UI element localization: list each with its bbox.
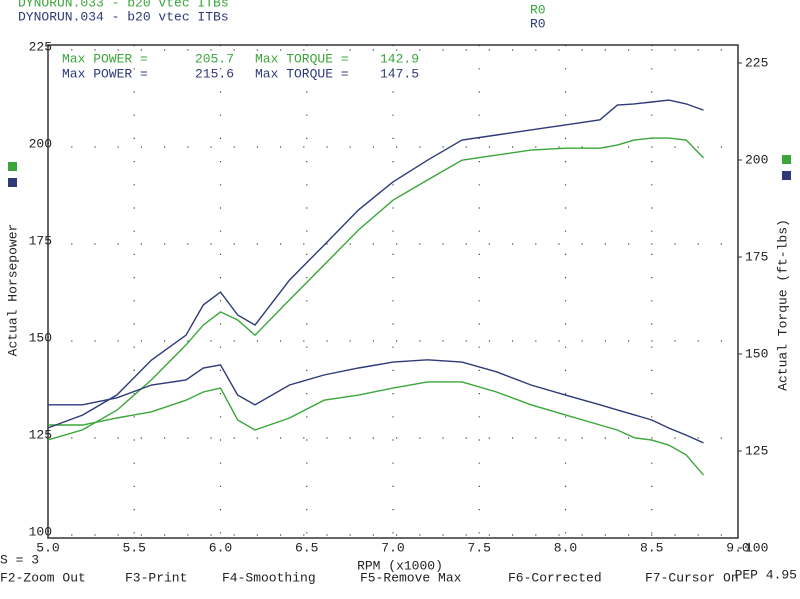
function-key: F7-Cursor On	[645, 570, 739, 585]
y2-tick-label: 100	[745, 540, 768, 555]
max-max-torque: 147.5	[380, 66, 419, 81]
x-tick-label: 7.5	[468, 540, 491, 555]
legend-swatch	[8, 162, 17, 171]
power-line	[47, 99, 704, 429]
y2-tick-label: 225	[745, 55, 768, 70]
y2-tick-label: 150	[745, 346, 768, 361]
function-key: F2-Zoom Out	[0, 570, 86, 585]
legend-swatch	[782, 171, 791, 180]
x-tick-label: 5.5	[123, 540, 146, 555]
legend-swatch	[782, 155, 791, 164]
y-tick-label: 125	[29, 427, 52, 442]
function-key: F3-Print	[125, 570, 187, 585]
x-tick-label: 8.0	[554, 540, 577, 555]
y2-tick-label: 175	[745, 249, 768, 264]
y-tick-label: 175	[29, 233, 52, 248]
y-tick-label: 100	[29, 524, 52, 539]
y-axis-label: Actual Horsepower	[5, 224, 20, 357]
max-max-power: 215.6	[195, 66, 234, 81]
function-key: F6-Corrected	[508, 570, 602, 585]
y-tick-label: 225	[29, 39, 52, 54]
y2-tick-label: 200	[745, 152, 768, 167]
pep: PEP 4.95	[735, 567, 797, 582]
smoothing: S = 3	[0, 552, 39, 567]
function-key: F5-Remove Max	[360, 570, 462, 585]
max-max-torque-label: Max TORQUE =	[255, 51, 349, 66]
max-max-power: 205.7	[195, 51, 234, 66]
x-tick-label: 8.5	[640, 540, 663, 555]
x-tick-label: 5.0	[36, 540, 59, 555]
run-name: DYNORUN.034 - b20 vtec ITBs	[18, 9, 229, 24]
y-tick-label: 150	[29, 330, 52, 345]
x-tick-label: 7.0	[381, 540, 404, 555]
max-max-power-label: Max POWER =	[62, 51, 148, 66]
x-axis-label: RPM (x1000)	[357, 558, 443, 573]
power-line	[47, 137, 705, 441]
torque-line	[48, 359, 704, 444]
torque-line	[48, 381, 705, 476]
x-tick-label: 6.5	[295, 540, 318, 555]
run-code: R0	[530, 2, 546, 17]
x-tick-label: 6.0	[209, 540, 232, 555]
legend-swatch	[8, 178, 17, 187]
y-tick-label: 200	[29, 136, 52, 151]
y2-tick-label: 125	[745, 443, 768, 458]
y2-axis-label: Actual Torque (ft-lbs)	[775, 219, 790, 391]
max-max-power-label: Max POWER =	[62, 66, 148, 81]
max-max-torque: 142.9	[380, 51, 419, 66]
max-max-torque-label: Max TORQUE =	[255, 66, 349, 81]
run-name: DYNORUN.033 - b20 vtec ITBs	[18, 0, 229, 10]
run-code: R0	[530, 16, 546, 31]
function-key: F4-Smoothing	[222, 570, 316, 585]
